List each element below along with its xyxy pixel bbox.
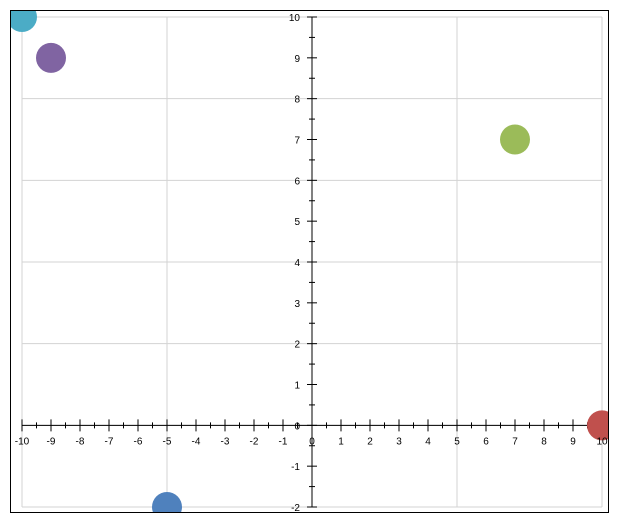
- y-tick-label: 9: [294, 54, 300, 65]
- x-tick-label: -8: [76, 436, 85, 447]
- y-tick-label: 5: [294, 217, 300, 228]
- points-layer: [11, 11, 608, 512]
- x-tick-label: 10: [596, 436, 608, 447]
- x-tick-label: 1: [338, 436, 344, 447]
- x-tick-label: 3: [396, 436, 402, 447]
- y-tick-label: 2: [294, 340, 300, 351]
- y-tick-label: 0: [294, 421, 300, 432]
- x-tick-label: 6: [483, 436, 489, 447]
- x-tick-label: -10: [15, 436, 30, 447]
- x-tick-label: -5: [163, 436, 172, 447]
- y-tick-label: -1: [291, 462, 300, 473]
- x-tick-label: -3: [221, 436, 230, 447]
- x-tick-label: -7: [105, 436, 114, 447]
- data-point: [11, 11, 37, 32]
- x-tick-label: 5: [454, 436, 460, 447]
- x-tick-label: -6: [134, 436, 143, 447]
- data-point: [500, 124, 530, 155]
- x-tick-label: 4: [425, 436, 431, 447]
- y-tick-label: 7: [294, 136, 300, 147]
- x-tick-label: 0: [309, 436, 315, 447]
- y-tick-label: 4: [294, 258, 300, 269]
- axis-layer: [21, 16, 603, 508]
- y-tick-label: 8: [294, 95, 300, 106]
- y-tick-label: 1: [294, 381, 300, 392]
- x-tick-label: -9: [47, 436, 56, 447]
- y-tick-label: 10: [289, 13, 301, 24]
- y-tick-label: 6: [294, 176, 300, 187]
- x-tick-label: -4: [192, 436, 201, 447]
- x-tick-label: 2: [367, 436, 373, 447]
- data-point: [36, 42, 66, 73]
- x-tick-label: 8: [541, 436, 547, 447]
- tick-labels-layer: -10 -9 -8 -7 -6 -5 -4 -3 -2 -1 0 1 2 3 4 5 6 7 8 9 10-2-1012…: [15, 13, 608, 514]
- y-tick-label: 3: [294, 299, 300, 310]
- x-tick-label: 7: [512, 436, 518, 447]
- data-point: [152, 492, 182, 512]
- y-tick-label: -2: [291, 503, 300, 514]
- x-tick-label: 9: [570, 436, 576, 447]
- x-tick-label: -1: [279, 436, 288, 447]
- data-point: [587, 410, 608, 441]
- x-tick-label: -2: [250, 436, 259, 447]
